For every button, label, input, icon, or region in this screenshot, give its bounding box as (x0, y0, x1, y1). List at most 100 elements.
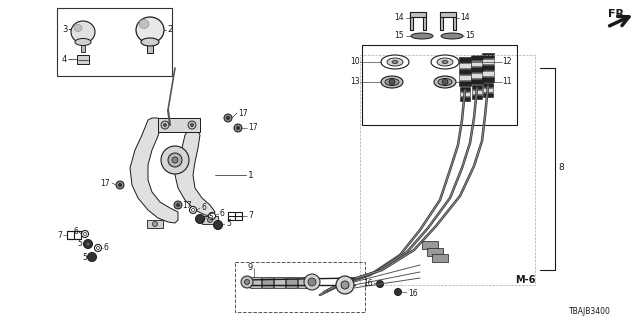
Text: 16: 16 (408, 289, 418, 298)
Circle shape (86, 242, 90, 246)
Bar (471, 79, 483, 84)
Circle shape (83, 239, 93, 249)
Circle shape (394, 289, 401, 295)
Ellipse shape (75, 38, 91, 45)
Text: 16: 16 (364, 278, 373, 287)
Text: 11: 11 (502, 77, 511, 86)
Bar (482, 59, 494, 64)
Circle shape (97, 246, 99, 250)
Bar (471, 73, 483, 78)
Ellipse shape (385, 78, 399, 85)
Bar (228, 212, 242, 220)
Text: 9: 9 (248, 263, 253, 273)
Bar (459, 75, 471, 80)
Text: 17: 17 (100, 179, 110, 188)
Bar (459, 57, 471, 62)
Bar (262, 277, 273, 288)
Bar (483, 83, 493, 87)
Bar (158, 118, 200, 132)
Bar (147, 220, 163, 228)
Bar (471, 67, 483, 72)
Text: 5: 5 (208, 212, 213, 221)
Circle shape (191, 209, 195, 212)
Ellipse shape (71, 21, 95, 43)
Text: 5: 5 (77, 239, 82, 249)
Bar (459, 81, 471, 86)
Bar (274, 277, 285, 288)
Bar (286, 277, 297, 288)
Circle shape (195, 214, 205, 223)
Bar (471, 61, 483, 66)
Text: 12: 12 (502, 58, 511, 67)
Circle shape (191, 124, 193, 126)
Bar (410, 12, 426, 17)
Bar (440, 12, 456, 17)
Circle shape (83, 233, 86, 236)
Ellipse shape (441, 33, 463, 39)
Polygon shape (410, 12, 426, 30)
Text: 15: 15 (394, 31, 404, 41)
Text: 7: 7 (57, 230, 62, 239)
Text: 17: 17 (248, 124, 258, 132)
Circle shape (172, 157, 178, 163)
Bar (360, 55, 535, 285)
Circle shape (189, 206, 196, 213)
Bar (472, 90, 482, 94)
Bar (482, 71, 494, 76)
Ellipse shape (381, 76, 403, 88)
Circle shape (244, 279, 250, 284)
Polygon shape (440, 12, 456, 30)
Bar (250, 277, 261, 288)
Bar (483, 88, 493, 92)
Text: 6: 6 (73, 228, 78, 236)
Circle shape (237, 126, 239, 130)
Text: 2: 2 (167, 26, 173, 35)
Bar (57, 8, 172, 76)
Circle shape (168, 153, 182, 167)
Ellipse shape (74, 25, 82, 31)
Circle shape (227, 116, 230, 119)
Circle shape (234, 124, 242, 132)
Text: TBAJB3400: TBAJB3400 (569, 308, 611, 316)
Circle shape (174, 201, 182, 209)
Circle shape (389, 79, 395, 85)
Ellipse shape (442, 60, 448, 63)
Circle shape (442, 79, 448, 85)
Text: 17: 17 (238, 108, 248, 117)
Circle shape (304, 274, 320, 290)
Circle shape (161, 121, 169, 129)
Bar (471, 55, 483, 60)
Circle shape (308, 278, 316, 286)
Text: 4: 4 (61, 54, 67, 63)
Circle shape (188, 121, 196, 129)
Text: 5: 5 (82, 252, 87, 261)
Bar (67, 231, 81, 239)
Ellipse shape (139, 20, 149, 28)
Circle shape (207, 218, 212, 222)
Bar (482, 53, 494, 58)
Bar (472, 95, 482, 99)
Bar (362, 45, 517, 125)
Bar (77, 55, 89, 64)
Text: 5: 5 (226, 220, 231, 228)
Bar (298, 277, 309, 288)
Bar (482, 65, 494, 70)
Text: 3: 3 (63, 25, 68, 34)
Text: M-6: M-6 (515, 275, 536, 285)
Bar (460, 97, 470, 101)
Bar (427, 248, 443, 256)
Bar (460, 87, 470, 91)
Text: 8: 8 (558, 164, 564, 172)
Text: FR.: FR. (608, 9, 628, 19)
Ellipse shape (136, 17, 164, 43)
Text: 13: 13 (350, 77, 360, 86)
Circle shape (224, 114, 232, 122)
Circle shape (118, 183, 122, 187)
Bar (235, 262, 365, 312)
Bar (147, 45, 153, 53)
Bar (460, 92, 470, 96)
Bar (432, 254, 448, 262)
Ellipse shape (381, 55, 409, 69)
Bar (472, 85, 482, 89)
Circle shape (209, 212, 216, 220)
